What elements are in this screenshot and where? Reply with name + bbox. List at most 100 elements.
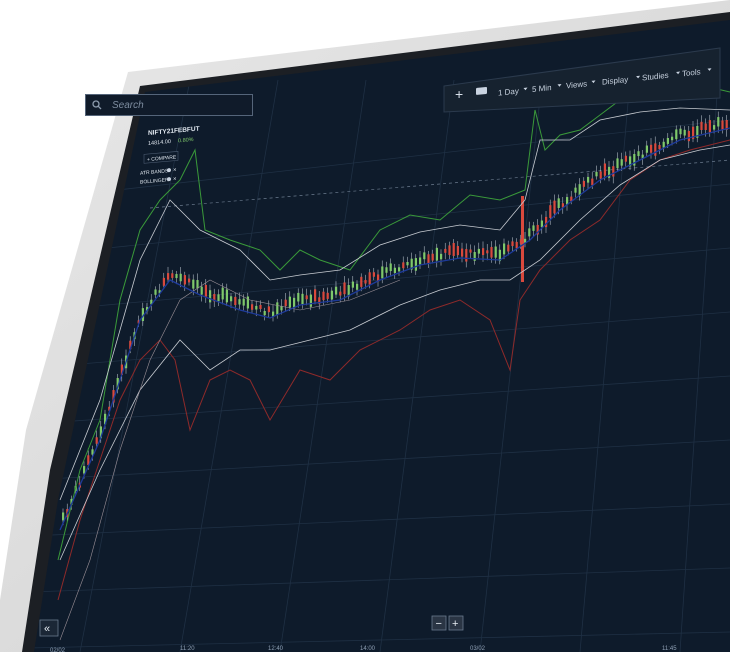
candle-bear	[372, 272, 375, 277]
toolbar-item-views[interactable]: Views	[566, 78, 596, 91]
candle-bear	[456, 246, 459, 256]
zoom-out-button[interactable]: −	[431, 615, 447, 631]
candle-bull	[217, 294, 220, 302]
candle-bull	[566, 197, 569, 205]
toolbar-item-5-min[interactable]: 5 Min	[532, 82, 562, 94]
candle-bear	[700, 121, 703, 131]
candle-bull	[297, 292, 300, 302]
candle-bull	[146, 307, 149, 312]
candle-bear	[561, 203, 564, 208]
candle-bull	[347, 285, 350, 297]
candlestick-series	[62, 111, 728, 526]
candle-bull	[209, 290, 212, 303]
candle-bear	[448, 245, 451, 255]
candle-bull	[104, 413, 107, 425]
candle-bear	[511, 241, 514, 247]
candle-bull	[717, 117, 720, 127]
candle-bear	[545, 216, 548, 228]
compare-button[interactable]: + COMPARE	[143, 151, 179, 164]
candle-bull	[633, 154, 636, 166]
candle-bear	[259, 304, 262, 309]
candle-bull	[595, 171, 598, 177]
candle-bull	[524, 238, 527, 243]
collapse-button[interactable]: «	[39, 619, 59, 637]
candle-bear	[402, 262, 405, 269]
candle-bull	[637, 151, 640, 157]
candle-bull	[141, 308, 144, 322]
close-icon[interactable]: ×	[173, 167, 177, 173]
search-input[interactable]	[110, 98, 244, 112]
candle-bull	[393, 267, 396, 273]
candle-bear	[368, 272, 371, 285]
candle-bull	[175, 273, 178, 279]
caret-down-icon	[523, 87, 528, 91]
bollinger-lower	[59, 144, 730, 561]
candle-bear	[654, 143, 657, 156]
toolbar-item-tools[interactable]: Tools	[682, 66, 712, 78]
study-bollinger[interactable]: BOLLINGER ×	[140, 176, 177, 185]
candle-bear	[129, 340, 132, 350]
candle-bull	[423, 252, 426, 260]
candle-bear	[326, 292, 329, 299]
settings-icon[interactable]	[167, 168, 171, 173]
candle-bear	[461, 248, 464, 257]
candle-bear	[444, 248, 447, 253]
chart-toolbar: + 1 Day 5 Min Views Display Studies Tools	[443, 47, 721, 113]
candle-bull	[62, 512, 65, 521]
candle-bear	[624, 155, 627, 162]
x-tick-label: 14:00	[360, 646, 376, 652]
toolbar-item-label: Studies	[642, 71, 669, 83]
settings-icon[interactable]	[167, 177, 171, 182]
candle-bull	[196, 280, 199, 289]
atr-lower-band	[57, 139, 730, 601]
candle-bear	[469, 249, 472, 253]
candle-bull	[293, 297, 296, 308]
candle-bull	[671, 136, 674, 141]
toolbar-item-1-day[interactable]: 1 Day	[498, 86, 528, 98]
minus-icon: −	[436, 618, 442, 630]
candle-bear	[267, 306, 270, 313]
candle-bear	[95, 437, 98, 444]
candle-bull	[440, 253, 443, 260]
candle-bull	[158, 290, 161, 294]
toolbar-item-label: Views	[566, 79, 587, 90]
candle-bull	[473, 252, 476, 261]
candle-bull	[713, 125, 716, 130]
chat-button[interactable]	[476, 86, 487, 95]
toolbar-item-display[interactable]: Display	[602, 74, 641, 87]
candle-bull	[381, 266, 384, 279]
candle-bull	[629, 156, 632, 167]
candle-bull	[99, 426, 102, 439]
plus-icon: +	[455, 86, 463, 102]
bollinger-upper	[59, 107, 730, 501]
candle-bull	[335, 286, 338, 295]
plus-icon: +	[452, 618, 458, 630]
candle-bear	[658, 145, 661, 150]
candle-bear	[650, 144, 653, 153]
candle-bear	[553, 200, 556, 214]
bollinger-mid	[59, 279, 401, 641]
candle-bear	[234, 296, 237, 306]
candle-bear	[465, 249, 468, 262]
candle-bear	[120, 364, 123, 375]
candle-bull	[419, 257, 422, 265]
candle-bull	[557, 198, 560, 208]
search-bar	[85, 94, 253, 116]
toolbar-item-studies[interactable]: Studies	[642, 70, 681, 83]
candle-bull	[192, 279, 195, 289]
candle-bear	[343, 282, 346, 295]
candle-bear	[486, 250, 489, 254]
close-icon[interactable]: ×	[173, 176, 177, 182]
candle-bear	[431, 253, 434, 261]
zoom-in-button[interactable]: +	[448, 615, 464, 631]
candle-bull	[406, 262, 409, 266]
candle-bull	[696, 125, 699, 138]
instrument-symbol[interactable]: NIFTY21FEBFUT	[148, 125, 200, 136]
study-atr-bands[interactable]: ATR BANDS ×	[140, 167, 177, 176]
candle-bull	[645, 145, 648, 153]
candle-bull	[414, 258, 417, 271]
candle-bear	[284, 299, 287, 307]
candle-bear	[692, 126, 695, 139]
add-button[interactable]: +	[455, 86, 463, 102]
